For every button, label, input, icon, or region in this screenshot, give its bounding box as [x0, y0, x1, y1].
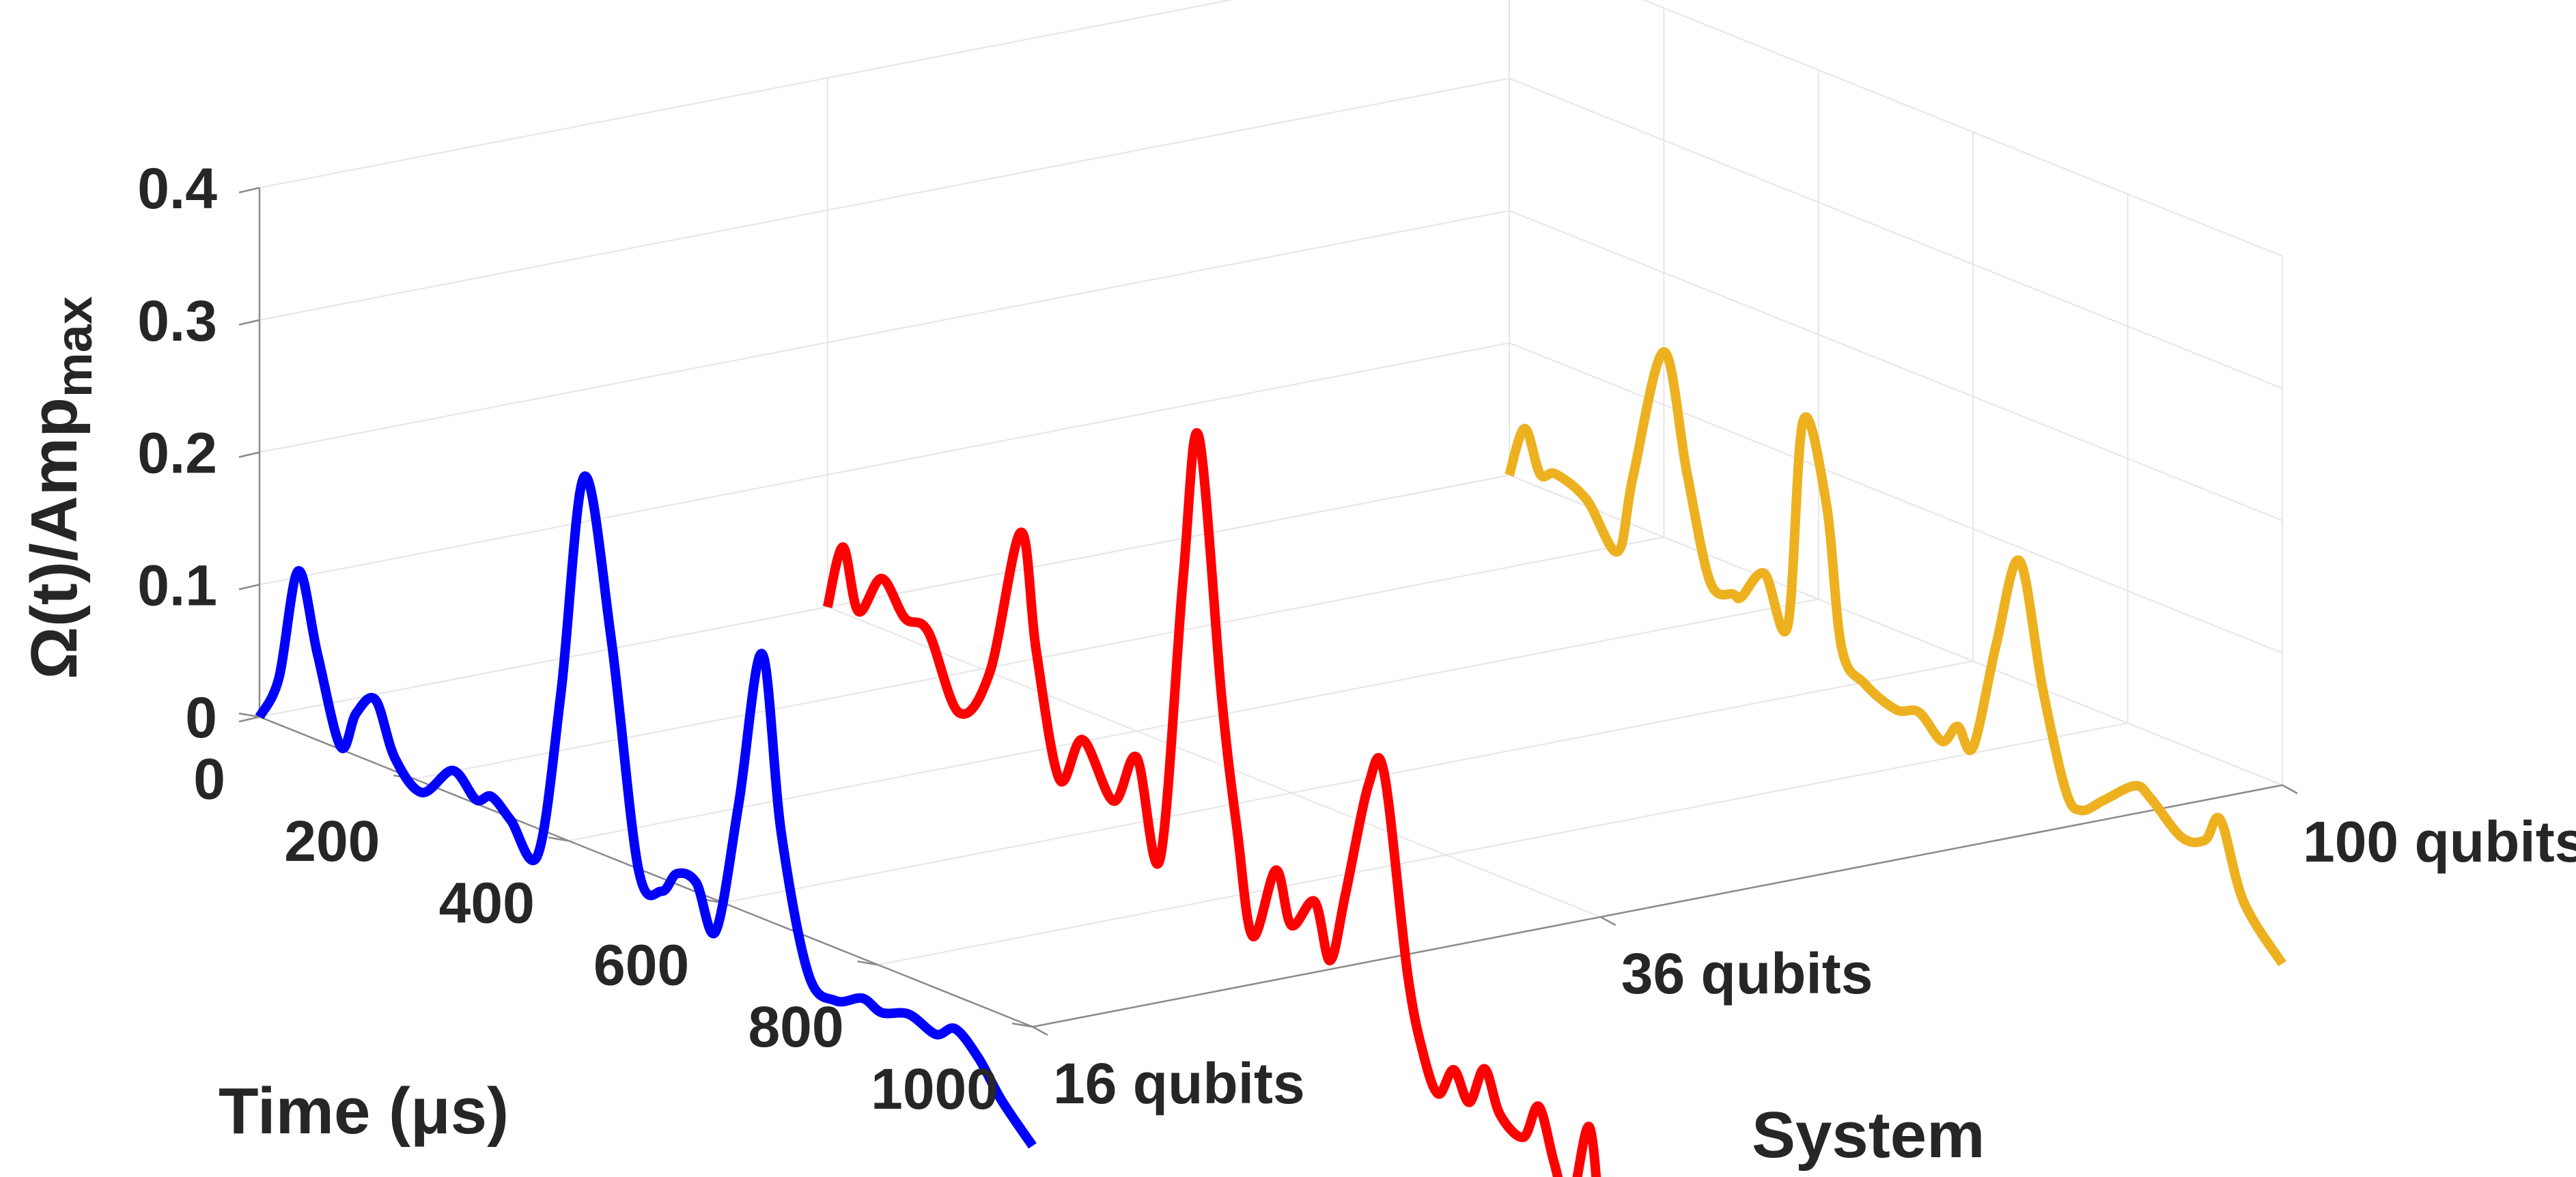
left-wall-gridline — [259, 210, 1510, 453]
x-tick-label: 800 — [748, 995, 843, 1059]
z-axis-label-subscript: max — [46, 296, 102, 397]
floor-gridline-x — [568, 598, 1819, 842]
series-group — [255, 347, 2286, 1177]
x-tick-label: 400 — [439, 871, 535, 935]
series-line-2 — [822, 428, 1601, 1177]
x-axis-label: Time (μs) — [219, 1075, 509, 1148]
left-wall-gridline — [259, 77, 1510, 321]
left-wall-gridline — [259, 342, 1510, 586]
floor-gridline-y — [1509, 474, 2283, 786]
x-tick-mark — [548, 836, 570, 842]
left-wall-gridline — [259, 0, 1234, 188]
back-wall-gridline — [1642, 0, 2283, 257]
x-axis-line — [259, 715, 1033, 1028]
category-tick-label: 100 qubits — [2303, 810, 2576, 874]
z-axis-label: Ω(t)/Ampmax — [18, 296, 102, 679]
category-tick-label: 36 qubits — [1621, 941, 1873, 1006]
x-tick-mark — [857, 960, 878, 966]
z-tick-mark — [238, 186, 260, 194]
series-line-1 — [255, 471, 1037, 1149]
x-tick-label: 0 — [193, 747, 225, 811]
category-tick-labels: 16 qubits 36 qubits 100 qubits — [1053, 810, 2576, 1116]
category-tick-mark — [1032, 1025, 1048, 1036]
category-tick-mark — [2282, 784, 2298, 795]
back-wall-gridline — [1509, 210, 2283, 522]
z-tick-label: 0.4 — [137, 156, 217, 221]
x-tick-label: 600 — [593, 933, 689, 997]
floor-gridline-x — [878, 722, 2128, 966]
z-axis-label-main: Ω(t)/Amp — [18, 397, 91, 679]
back-wall-gridline — [1509, 77, 2283, 389]
y-axis-line — [1032, 784, 2283, 1028]
x-tick-label: 1000 — [871, 1057, 998, 1121]
z-tick-label: 0 — [185, 685, 217, 750]
z-tick-label: 0.3 — [137, 289, 217, 353]
z-axis-label-group: Ω(t)/Ampmax — [18, 296, 102, 679]
z-tick-label: 0.1 — [137, 553, 217, 617]
z-tick-mark — [238, 584, 260, 591]
category-tick-label: 16 qubits — [1053, 1051, 1305, 1116]
z-tick-label: 0.2 — [137, 421, 217, 485]
floor-gridline-y — [827, 606, 1601, 918]
x-tick-label: 200 — [284, 809, 380, 873]
z-tick-mark — [238, 451, 260, 458]
series-line-3 — [1504, 347, 2286, 967]
category-tick-mark — [1600, 916, 1616, 926]
floor-gridline-x — [723, 660, 1974, 904]
z-tick-mark — [238, 715, 260, 723]
x-tick-mark — [238, 712, 260, 718]
z-tick-labels: 0 0.1 0.2 0.3 0.4 — [137, 156, 217, 750]
floor-gridline-x — [259, 474, 1510, 718]
x-tick-labels: 0 200 400 600 800 1000 — [193, 747, 998, 1121]
x-tick-mark — [1011, 1022, 1033, 1028]
y-axis-label: System — [1752, 1098, 1985, 1172]
z-tick-mark — [238, 319, 260, 326]
back-wall-gridline — [1509, 342, 2283, 654]
